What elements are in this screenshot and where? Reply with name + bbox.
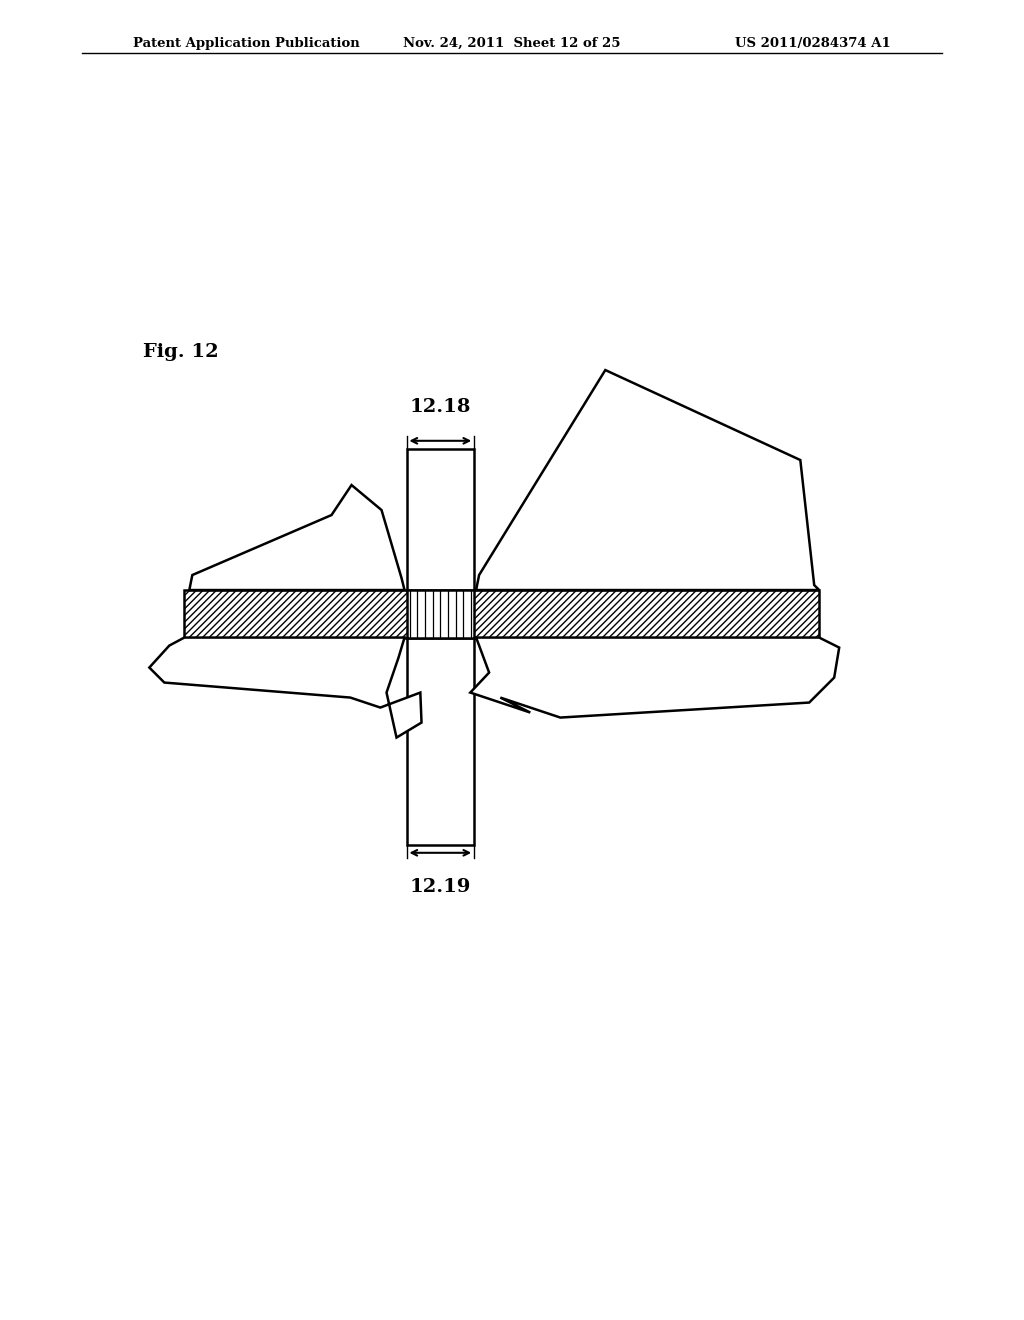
Polygon shape — [470, 638, 840, 718]
Text: Fig. 12: Fig. 12 — [143, 343, 219, 362]
Text: 12.19: 12.19 — [410, 878, 471, 896]
Polygon shape — [189, 484, 404, 590]
Polygon shape — [476, 370, 819, 590]
Text: Nov. 24, 2011  Sheet 12 of 25: Nov. 24, 2011 Sheet 12 of 25 — [403, 37, 621, 50]
Text: Patent Application Publication: Patent Application Publication — [133, 37, 359, 50]
Polygon shape — [407, 590, 474, 638]
Polygon shape — [407, 449, 474, 590]
Polygon shape — [184, 590, 819, 638]
Text: 12.18: 12.18 — [410, 397, 471, 416]
Text: US 2011/0284374 A1: US 2011/0284374 A1 — [735, 37, 891, 50]
Polygon shape — [150, 638, 422, 738]
Polygon shape — [407, 638, 474, 845]
